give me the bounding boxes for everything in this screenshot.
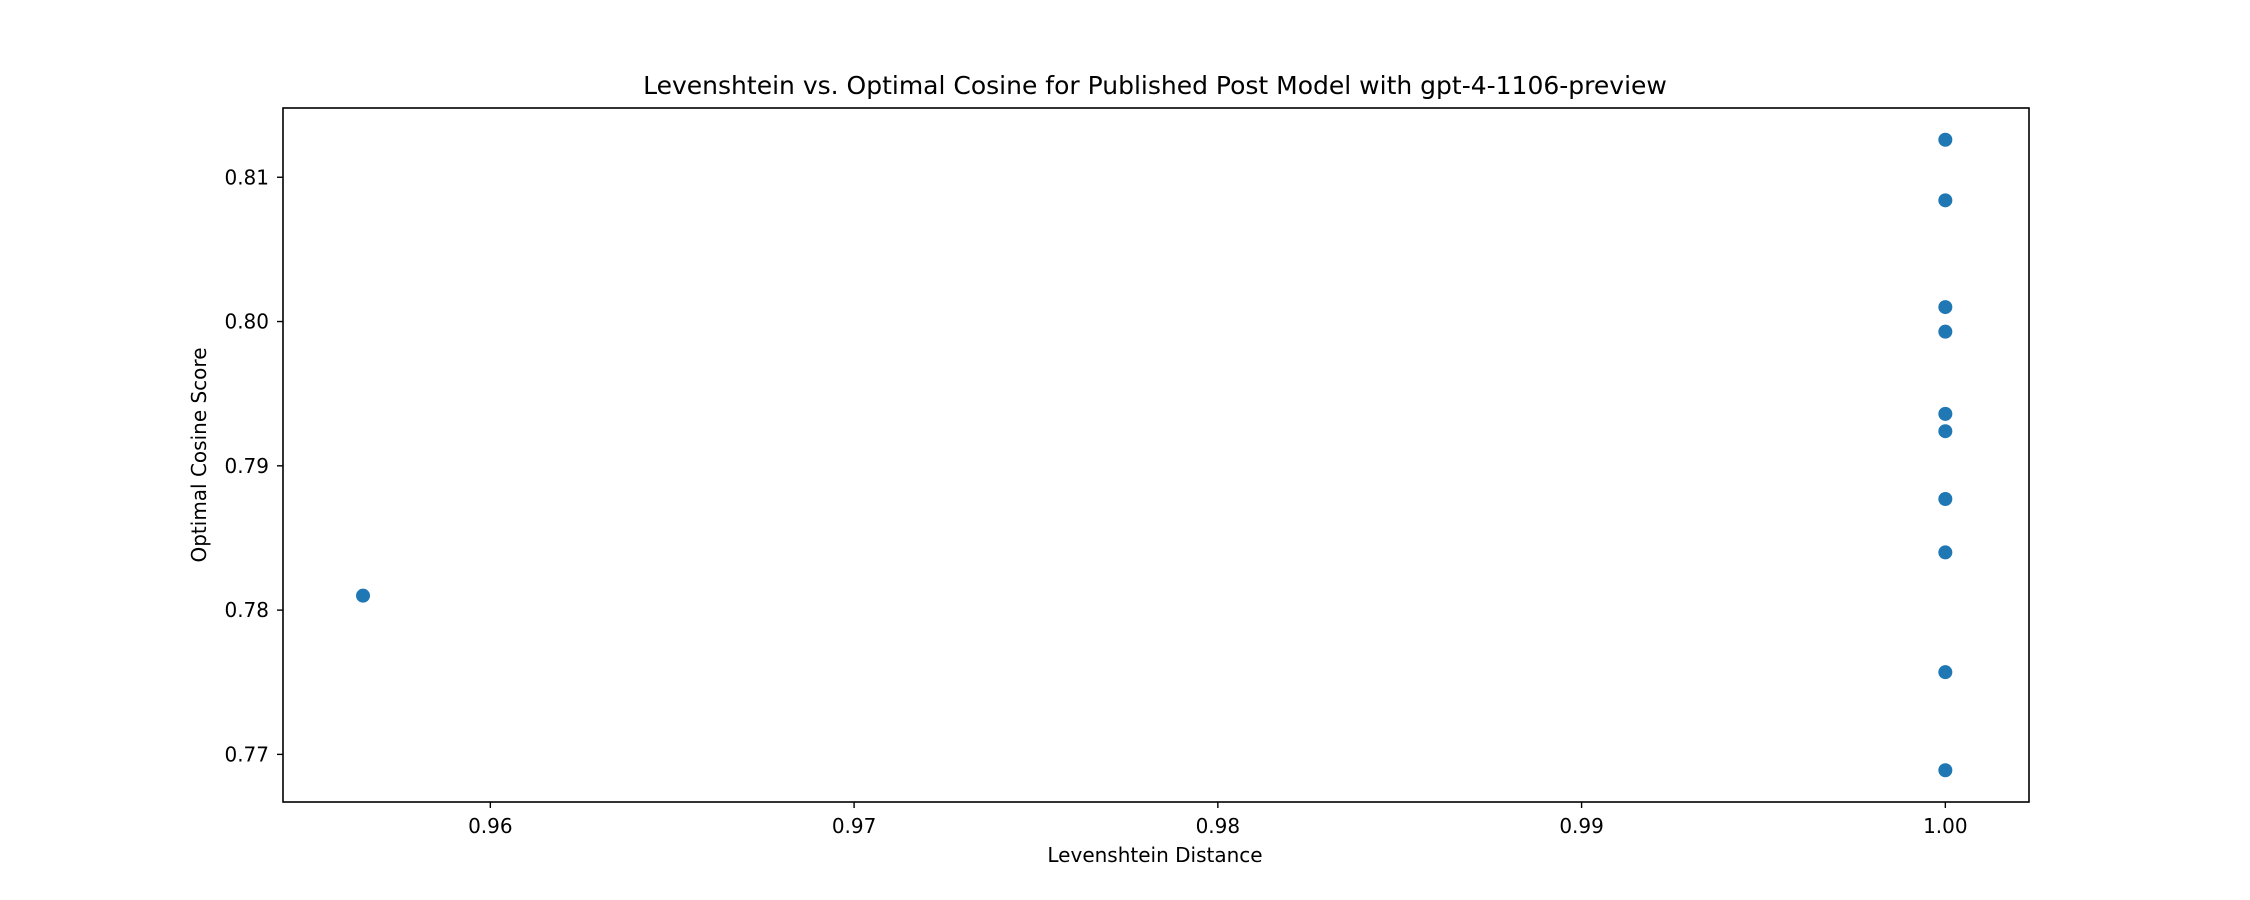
y-tick-label: 0.79 bbox=[224, 454, 269, 478]
data-point bbox=[1938, 132, 1953, 147]
data-point bbox=[1938, 424, 1953, 439]
y-axis-label: Optimal Cosine Score bbox=[187, 347, 211, 562]
chart-title: Levenshtein vs. Optimal Cosine for Publi… bbox=[643, 71, 1667, 100]
data-point bbox=[1938, 193, 1953, 208]
y-tick-label: 0.81 bbox=[224, 165, 269, 189]
x-tick-label: 0.98 bbox=[1196, 814, 1241, 838]
data-point bbox=[1938, 545, 1953, 560]
plot-frame bbox=[282, 107, 2030, 803]
y-tick-label: 0.80 bbox=[224, 310, 269, 334]
x-tick-label: 0.97 bbox=[832, 814, 877, 838]
data-point bbox=[1938, 492, 1953, 507]
y-tick-label: 0.77 bbox=[224, 742, 269, 766]
x-tick-label: 0.99 bbox=[1559, 814, 1604, 838]
y-tick-label: 0.78 bbox=[224, 598, 269, 622]
x-tick-label: 0.96 bbox=[468, 814, 513, 838]
data-point bbox=[1938, 324, 1953, 339]
x-axis-ticks: 0.96 0.97 0.98 0.99 1.00 bbox=[468, 802, 1968, 838]
data-point bbox=[356, 588, 371, 603]
plot-area: 0.96 0.97 0.98 0.99 1.00 0.77 0.78 0.79 0.80 0.8… bbox=[224, 107, 2030, 838]
data-point bbox=[1938, 665, 1953, 680]
data-point bbox=[1938, 300, 1953, 315]
x-axis-label: Levenshtein Distance bbox=[1047, 843, 1262, 867]
x-tick-label: 1.00 bbox=[1923, 814, 1968, 838]
data-point bbox=[1938, 406, 1953, 421]
y-axis-ticks: 0.77 0.78 0.79 0.80 0.81 bbox=[224, 165, 283, 766]
points-layer bbox=[356, 132, 1953, 778]
data-point bbox=[1938, 763, 1953, 778]
